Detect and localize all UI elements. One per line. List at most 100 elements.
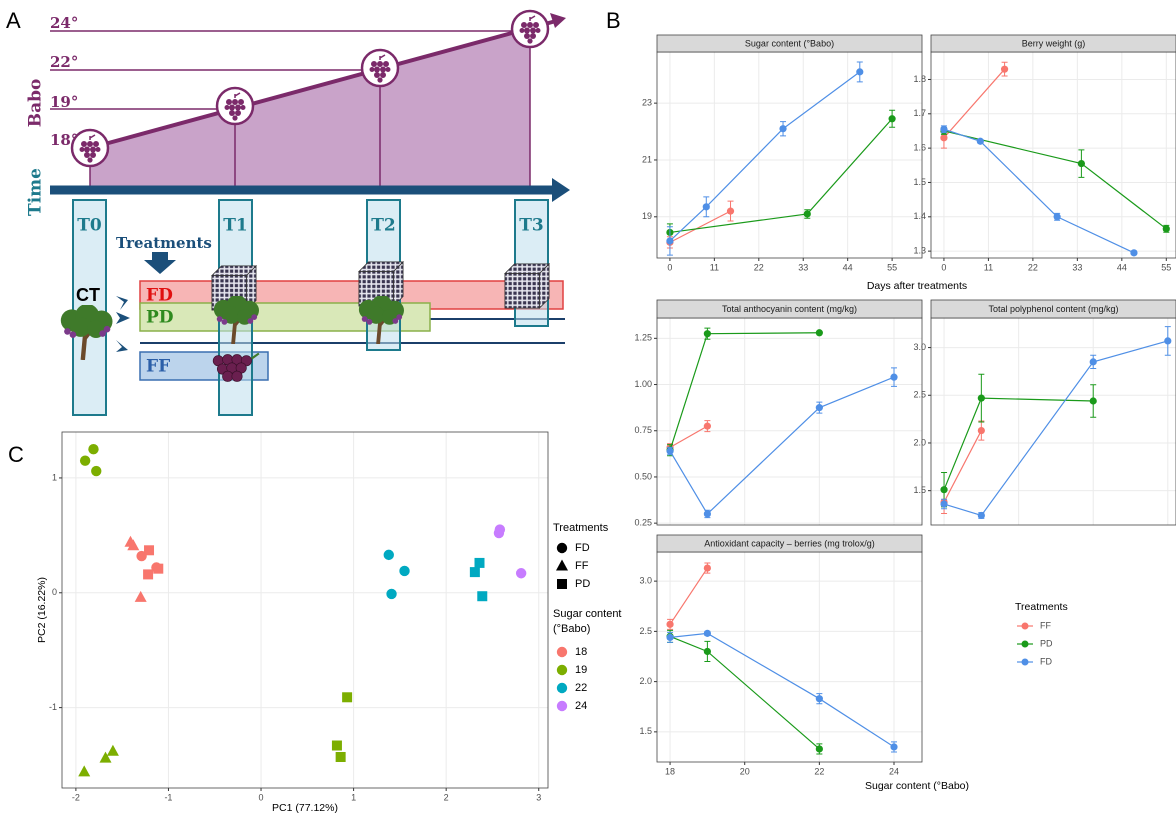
point [1130, 249, 1137, 256]
point [91, 466, 101, 476]
scatter-chart: -2-10123-101PC1 (77.12%)PC2 (16.22%)Trea… [36, 432, 622, 814]
line-chart: 011223344551.31.41.51.61.71.8Berry weigh… [913, 35, 1176, 272]
y-tick-label: 0 [52, 587, 57, 597]
y-tick-label: 3.0 [913, 342, 926, 352]
y-tick-label: 1.7 [913, 108, 926, 118]
treatment-label: FD [146, 286, 173, 306]
y-tick-label: 23 [642, 98, 652, 108]
y-tick-label: 1.6 [913, 143, 926, 153]
point [666, 621, 673, 628]
point [978, 395, 985, 402]
y-tick-label: 0.50 [634, 471, 652, 481]
treatments-label: Treatments [116, 234, 212, 252]
down-arrow [144, 252, 176, 274]
control-label: CT [76, 285, 100, 305]
legend-swatch [557, 665, 567, 675]
legend-swatch [1022, 641, 1029, 648]
point [516, 568, 526, 578]
grape-icon [512, 11, 548, 47]
plot-area [657, 318, 922, 525]
legend-swatch [556, 560, 568, 571]
point [477, 591, 487, 601]
x-tick-label: 18 [665, 766, 675, 776]
panel-label: A [6, 8, 21, 33]
point [1054, 213, 1061, 220]
point [1164, 337, 1171, 344]
cube-icon [505, 264, 549, 308]
x-tick-label: 33 [798, 262, 808, 272]
y-tick-label: 1 [52, 472, 57, 482]
x-tick-label: -2 [72, 792, 80, 802]
legend-title: (°Babo) [553, 623, 590, 635]
legend-label: FD [1040, 656, 1052, 666]
panel-label: C [8, 442, 24, 467]
legend-label: FF [575, 560, 589, 572]
x-tick-label: 44 [1117, 262, 1127, 272]
point [940, 486, 947, 493]
point [399, 566, 409, 576]
point [666, 447, 673, 454]
facet-title: Sugar content (°Babo) [745, 38, 834, 48]
y-tick-label: 2.5 [913, 390, 926, 400]
x-tick-label: 33 [1072, 262, 1082, 272]
point [978, 427, 985, 434]
point [1001, 66, 1008, 73]
facet-title: Total anthocyanin content (mg/kg) [722, 304, 857, 314]
legend-swatch [557, 683, 567, 693]
legend-swatch [557, 543, 567, 553]
legend-label: 24 [575, 700, 587, 712]
timepoint: T3 [519, 216, 543, 236]
y-tick-label: 1.00 [634, 379, 652, 389]
x-tick-label: 0 [941, 262, 946, 272]
point [1078, 160, 1085, 167]
y-tick-label: 2.0 [639, 676, 652, 686]
legend-label: 22 [575, 682, 587, 694]
point [1163, 225, 1170, 232]
grape-icon [217, 88, 253, 124]
point [816, 404, 823, 411]
chevrons [116, 296, 130, 352]
treatment-label: FF [146, 357, 170, 377]
x-tick-label: 3 [536, 792, 541, 802]
legend-swatch [557, 579, 567, 589]
legend-swatch [1022, 623, 1029, 630]
point [940, 134, 947, 141]
x-tick-label: 1 [351, 792, 356, 802]
point [977, 138, 984, 145]
legend-swatch [557, 701, 567, 711]
y-tick-label: -1 [49, 702, 57, 712]
y-tick-label: 1.8 [913, 74, 926, 84]
arrow-head [552, 178, 570, 202]
point [704, 564, 711, 571]
x-tick-label: 0 [667, 262, 672, 272]
point [386, 589, 396, 599]
point [704, 330, 711, 337]
point [704, 423, 711, 430]
legend-label: FF [1040, 620, 1051, 630]
facet-title: Total polyphenol content (mg/kg) [988, 304, 1118, 314]
point [88, 444, 98, 454]
legend-title: Treatments [553, 522, 609, 534]
figure: A B C 18° 19° 22° 24° Babo Time [0, 0, 1176, 816]
point [940, 126, 947, 133]
x-tick-label: 55 [887, 262, 897, 272]
plot-area [62, 432, 548, 788]
point [940, 500, 947, 507]
line-chart: 0.250.500.751.001.25Total anthocyanin co… [634, 300, 922, 528]
point [779, 125, 786, 132]
axis-label: Babo [26, 79, 46, 128]
y-tick-label: 1.5 [913, 177, 926, 187]
point [332, 741, 342, 751]
x-axis-title: PC1 (77.12%) [272, 802, 338, 814]
x-tick-label: 24 [889, 766, 899, 776]
panel-a-diagram: 18° 19° 22° 24° Babo Time T0 T1 T2 T3 Tr… [26, 11, 571, 415]
point [890, 374, 897, 381]
point [890, 743, 897, 750]
x-tick-label: 20 [740, 766, 750, 776]
point [704, 648, 711, 655]
plot-area [931, 52, 1176, 258]
point [474, 558, 484, 568]
x-tick-label: 44 [843, 262, 853, 272]
point [816, 695, 823, 702]
timepoint: T0 [77, 216, 102, 236]
